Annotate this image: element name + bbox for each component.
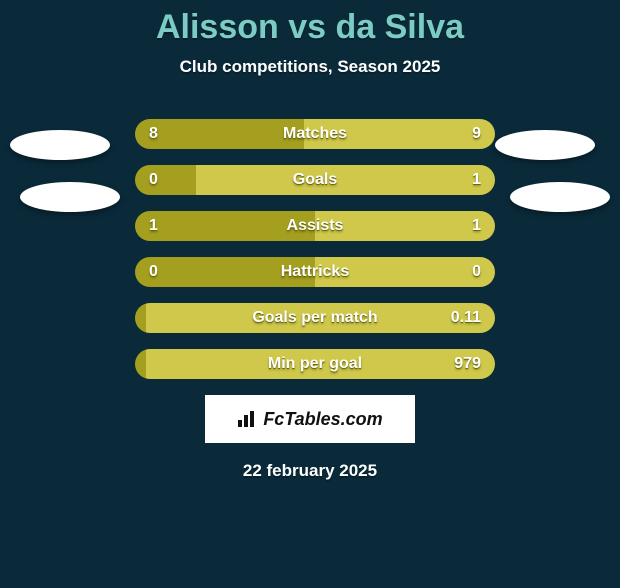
stat-row: Goals per match0.11 [0, 303, 620, 333]
page-title: Alisson vs da Silva [0, 8, 620, 47]
stat-pill: Min per goal979 [135, 349, 495, 379]
chart-icon [237, 410, 257, 428]
stat-value-right: 0.11 [451, 303, 481, 333]
stat-row: Min per goal979 [0, 349, 620, 379]
stat-row: 0Hattricks0 [0, 257, 620, 287]
stat-label: Assists [135, 211, 495, 241]
stat-pill: 0Goals1 [135, 165, 495, 195]
decor-ellipse [10, 130, 110, 160]
stat-value-right: 1 [472, 211, 481, 241]
page-subtitle: Club competitions, Season 2025 [0, 57, 620, 77]
stat-row: 1Assists1 [0, 211, 620, 241]
stat-value-right: 9 [472, 119, 481, 149]
logo-badge: FcTables.com [205, 395, 415, 443]
stat-value-right: 0 [472, 257, 481, 287]
decor-ellipse [495, 130, 595, 160]
stat-value-right: 1 [472, 165, 481, 195]
stat-pill: 1Assists1 [135, 211, 495, 241]
logo-text: FcTables.com [263, 409, 382, 430]
decor-ellipse [510, 182, 610, 212]
stat-pill: 0Hattricks0 [135, 257, 495, 287]
stat-pill: 8Matches9 [135, 119, 495, 149]
stat-label: Hattricks [135, 257, 495, 287]
stat-value-right: 979 [454, 349, 481, 379]
stat-label: Goals per match [135, 303, 495, 333]
stat-label: Matches [135, 119, 495, 149]
date-label: 22 february 2025 [0, 461, 620, 481]
stat-label: Min per goal [135, 349, 495, 379]
decor-ellipse [20, 182, 120, 212]
stat-pill: Goals per match0.11 [135, 303, 495, 333]
stat-label: Goals [135, 165, 495, 195]
